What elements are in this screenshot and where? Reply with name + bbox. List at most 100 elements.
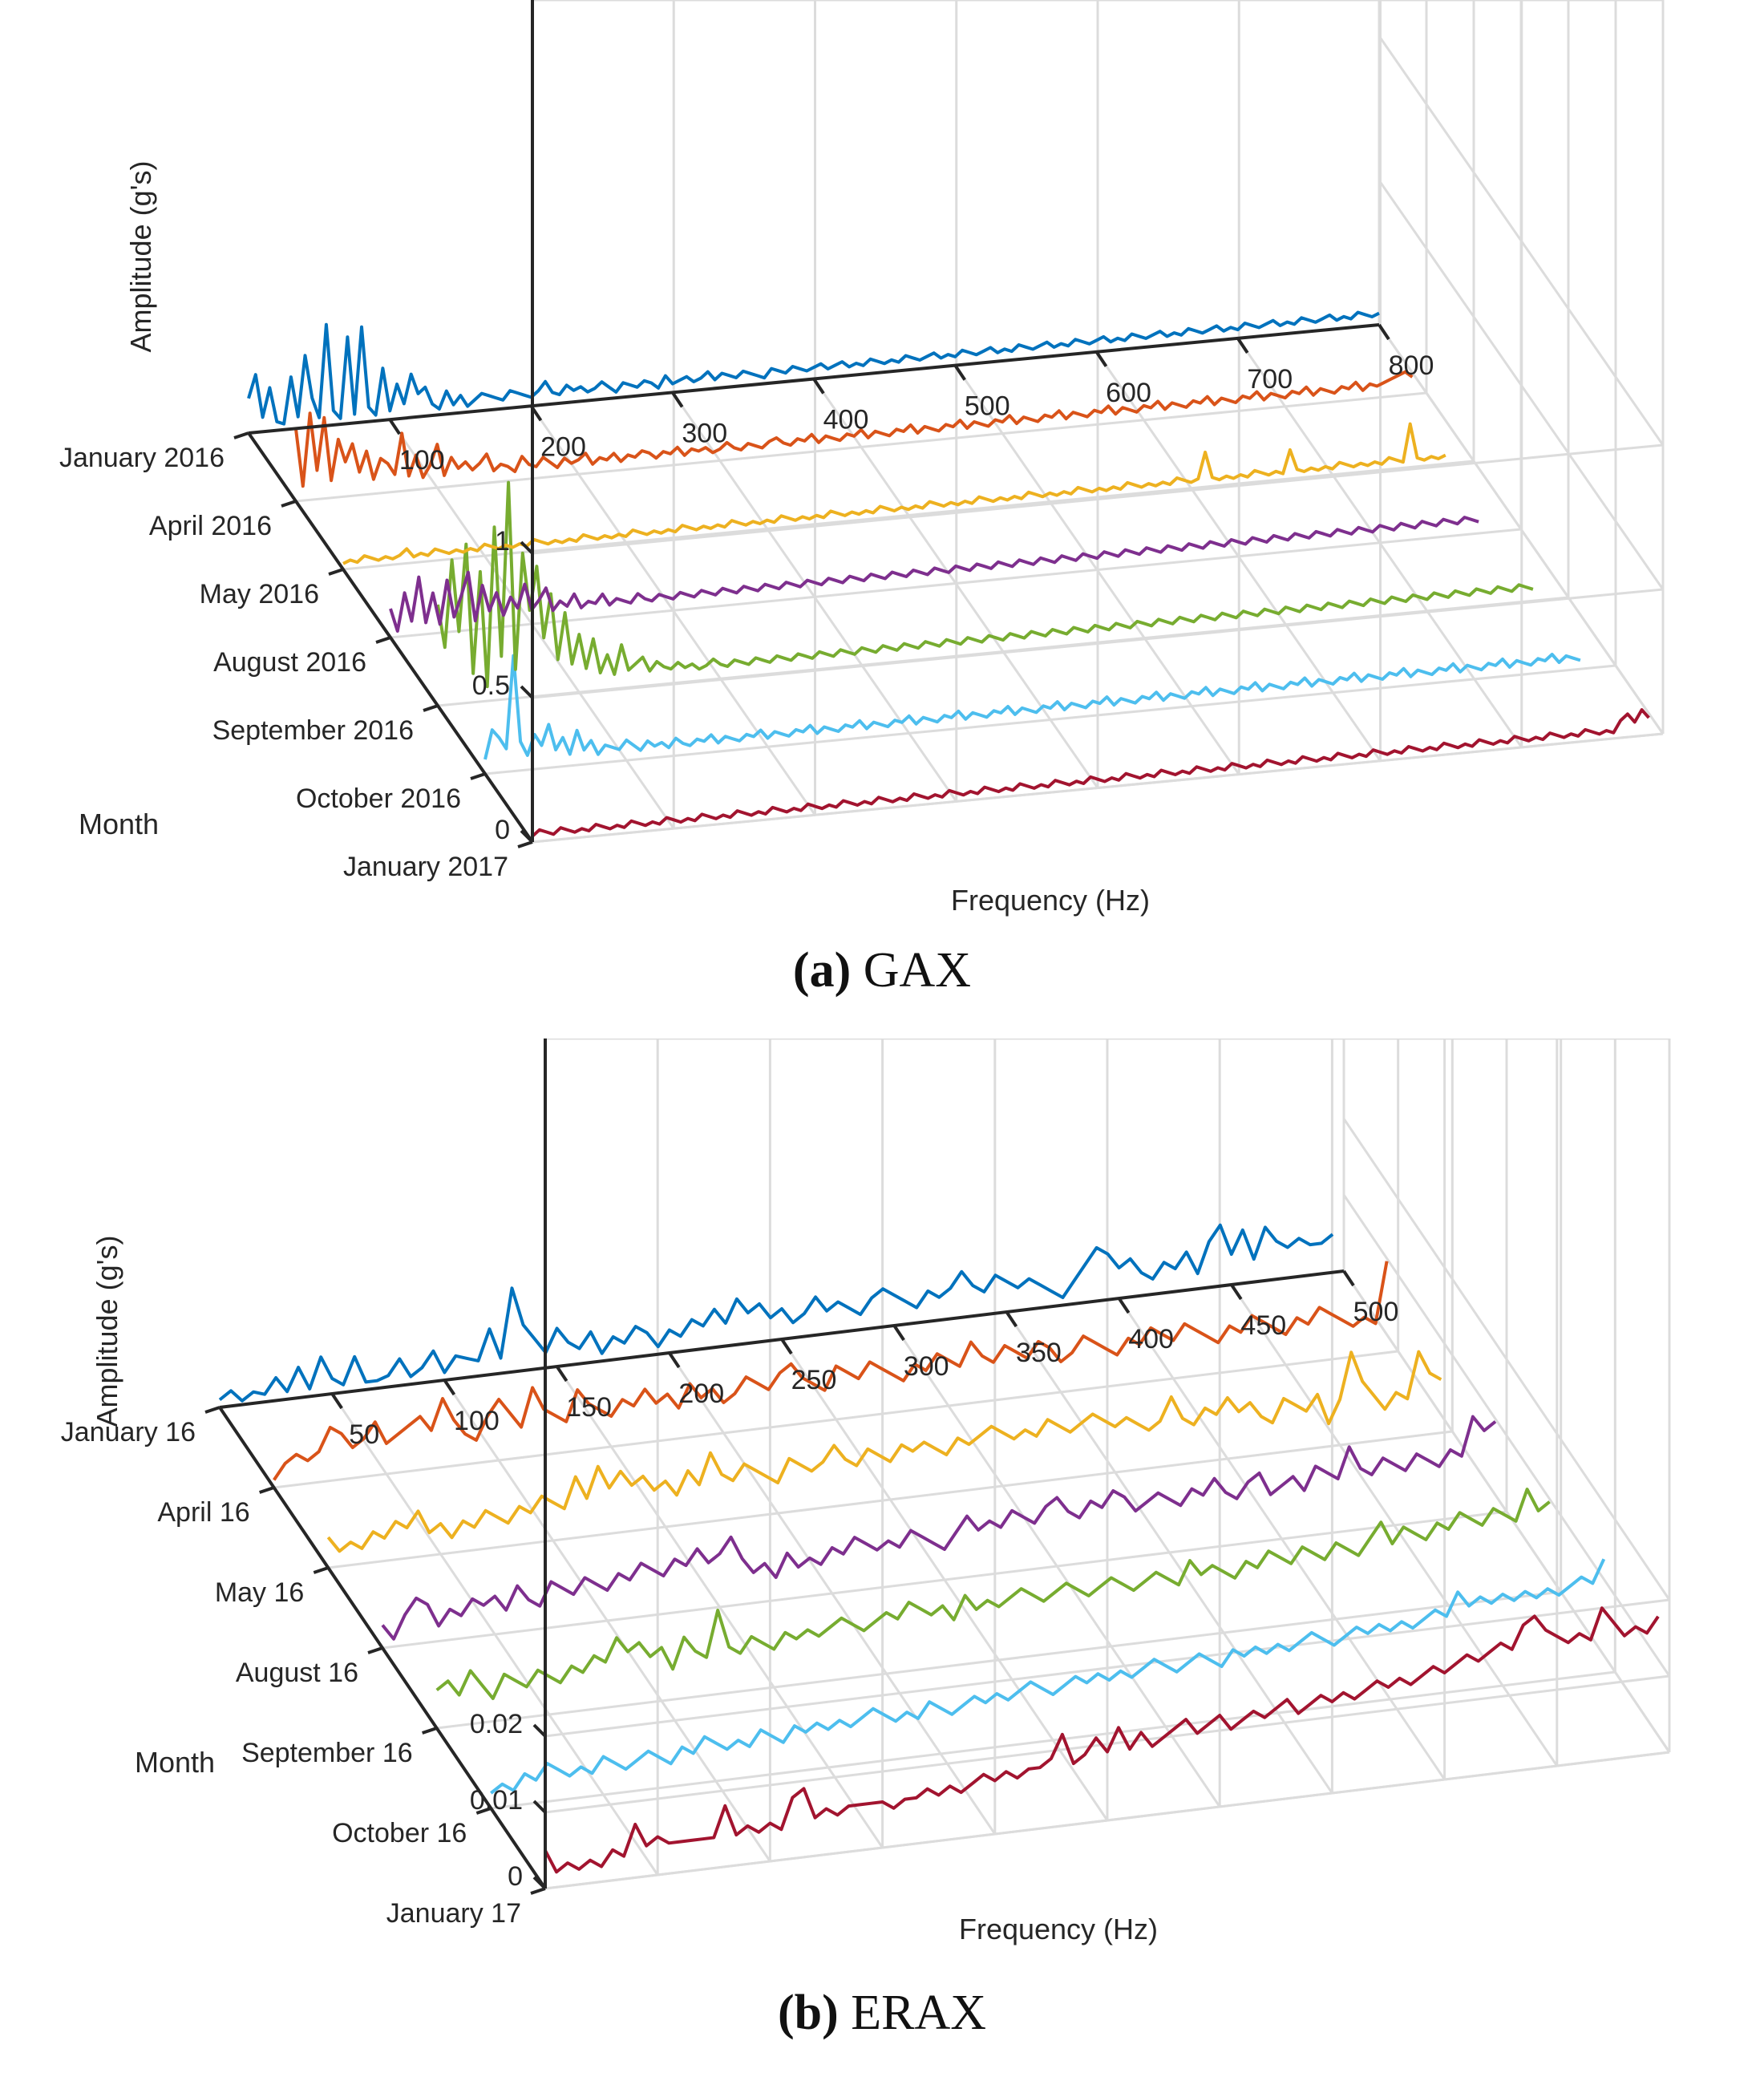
x-tick (668, 1351, 681, 1369)
series-line-april-16 (273, 1261, 1389, 1481)
x-tick (953, 364, 966, 381)
x-tick (555, 1365, 568, 1383)
z-tick (520, 685, 534, 699)
x-axis-title: Frequency (Hz) (959, 1913, 1158, 1945)
month-tick (423, 704, 439, 712)
caption-letter: a (809, 943, 835, 998)
x-tick (443, 1379, 456, 1396)
x-axis-title: Frequency (Hz) (951, 884, 1150, 917)
grid-layer (219, 1038, 1671, 1890)
x-tick (1342, 1269, 1355, 1287)
month-axis-title: Month (135, 1746, 215, 1779)
month-tick (204, 1406, 220, 1414)
floor-gridline-month (544, 1751, 1670, 1890)
z-tick (532, 1876, 547, 1890)
month-tick (475, 1807, 492, 1815)
month-tick (530, 1887, 546, 1895)
month-tick (281, 500, 297, 508)
x-tick (1378, 323, 1390, 341)
x-tick-label: 800 (1389, 350, 1434, 381)
floor-gridline-month (295, 391, 1427, 503)
series-line-january-17 (544, 1606, 1660, 1874)
x-tick (1117, 1297, 1131, 1314)
caption-open-paren: ( (777, 1986, 795, 2040)
caption-close-paren: ) (834, 943, 852, 998)
series-line-april-2016 (294, 370, 1414, 488)
caption-text: GAX (863, 943, 972, 998)
z-tick (532, 1723, 547, 1738)
x-tick-label: 200 (678, 1379, 724, 1409)
x-tick-label: 450 (1240, 1310, 1286, 1341)
x-tick (330, 1392, 343, 1410)
month-tick-label: May 2016 (200, 579, 319, 609)
month-tick (233, 431, 249, 439)
z-axis-title: Amplitude (g's) (91, 1236, 123, 1427)
month-tick-label: September 2016 (212, 715, 414, 746)
z-tick (532, 1800, 547, 1814)
floor-gridline-month (484, 664, 1616, 775)
x-tick-label: 250 (791, 1365, 837, 1395)
floor-gridline-month (436, 1590, 1561, 1730)
back-wall-z-gridline (544, 1598, 1670, 1738)
z-tick-label: 0 (508, 1861, 523, 1892)
floor-gridline-month (342, 460, 1475, 571)
series-layer (218, 1223, 1660, 1874)
caption-text: ERAX (851, 1986, 987, 2040)
x-tick (671, 391, 684, 408)
series-line-september-2016 (436, 480, 1534, 689)
x-tick-label: 500 (965, 391, 1010, 422)
x-tick (1236, 337, 1249, 354)
figure-panel-b: 50 100 150 200 250 300 350 400 450 500 January 16 A… (0, 1038, 1764, 2077)
caption-close-paren: ) (822, 1986, 839, 2040)
side-wall-z-gridline (1378, 35, 1665, 446)
series-line-october-2016 (483, 653, 1581, 760)
month-tick-label: April 2016 (149, 511, 272, 541)
month-tick-label: January 17 (386, 1898, 521, 1929)
figure-caption-a: (a) GAX (0, 942, 1764, 999)
x-tick-label: 500 (1353, 1297, 1399, 1327)
z-tick-label: 0.02 (470, 1709, 523, 1739)
floor-gridline-month (382, 1510, 1507, 1650)
figure-caption-b: (b) ERAX (0, 1985, 1764, 2042)
month-tick-label: May 16 (215, 1577, 305, 1608)
x-tick (529, 405, 543, 422)
floor-gridline-month (437, 596, 1569, 707)
x-tick (812, 378, 825, 395)
waterfall-chart-gax: 100 200 300 400 500 600 700 800 January 2016 Apri… (59, 0, 1665, 917)
axes-layer: 100 200 300 400 500 600 700 800 January 2016 Apri… (59, 0, 1434, 917)
x-tick-label: 300 (904, 1351, 949, 1382)
x-tick (892, 1324, 905, 1342)
month-tick (259, 1486, 275, 1494)
series-line-september-16 (435, 1488, 1551, 1700)
x-tick-label: 350 (1016, 1338, 1062, 1368)
month-tick-label: September 16 (241, 1738, 413, 1768)
series-line-august-16 (381, 1415, 1497, 1641)
x-tick-label: 400 (1128, 1324, 1174, 1354)
grid-layer (248, 0, 1665, 844)
x-tick-label: 200 (540, 431, 586, 462)
floor-gridline-month (273, 1350, 1398, 1489)
series-line-august-2016 (389, 516, 1479, 633)
x-tick-label: 100 (399, 445, 445, 476)
floor-gridline-month (390, 528, 1522, 639)
floor-gridline-month (532, 732, 1664, 844)
x-tick (1005, 1310, 1018, 1328)
x-tick-label: 50 (349, 1419, 379, 1450)
figure-panel-a: 100 200 300 400 500 600 700 800 January 2016 Apri… (0, 0, 1764, 1038)
month-tick (470, 772, 486, 780)
x-tick (780, 1338, 793, 1355)
side-wall-z-gridline (1342, 1118, 1671, 1601)
month-tick (367, 1646, 383, 1654)
z-axis-title: Amplitude (g's) (124, 161, 157, 353)
month-axis-title: Month (79, 808, 159, 840)
month-tick-label: January 2017 (343, 852, 508, 882)
caption-open-paren: ( (792, 943, 810, 998)
x-tick (388, 419, 401, 435)
floor-gridline-month (491, 1670, 1616, 1810)
floor-gridline-month (328, 1430, 1453, 1569)
month-tick-label: October 2016 (296, 783, 461, 814)
month-tick (375, 636, 391, 644)
x-tick (1230, 1283, 1243, 1301)
